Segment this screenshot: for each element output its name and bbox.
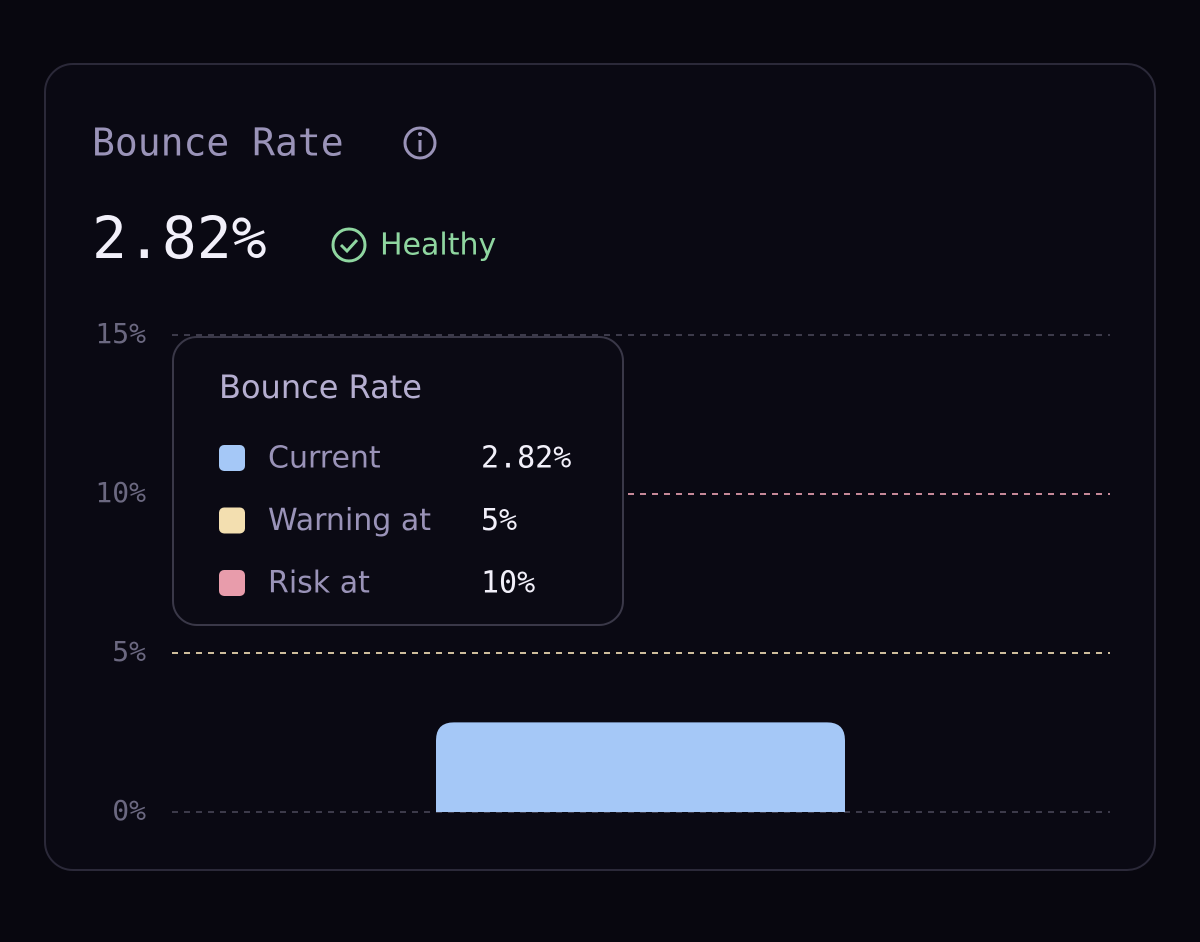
legend-label: Current (268, 441, 381, 476)
tooltip-title: Bounce Rate (219, 368, 422, 406)
headline-value: 2.82% (92, 204, 267, 272)
legend-swatch (219, 570, 245, 596)
legend-label: Risk at (268, 566, 370, 601)
info-icon[interactable] (403, 126, 437, 160)
y-tick-label: 10% (95, 476, 146, 509)
tooltip (172, 336, 624, 626)
legend-label: Warning at (268, 503, 431, 538)
y-tick-label: 0% (112, 794, 146, 827)
legend-swatch (219, 445, 245, 471)
status-icon (331, 227, 367, 263)
legend-value: 5% (481, 503, 517, 538)
y-tick-label: 15% (95, 317, 146, 350)
legend-swatch (219, 507, 245, 534)
y-tick-label: 5% (112, 635, 146, 668)
legend-value: 2.82% (481, 441, 571, 476)
legend-value: 10% (481, 566, 535, 601)
status-label: Healthy (380, 228, 496, 263)
bar (436, 722, 845, 812)
card-title: Bounce Rate (92, 121, 344, 165)
